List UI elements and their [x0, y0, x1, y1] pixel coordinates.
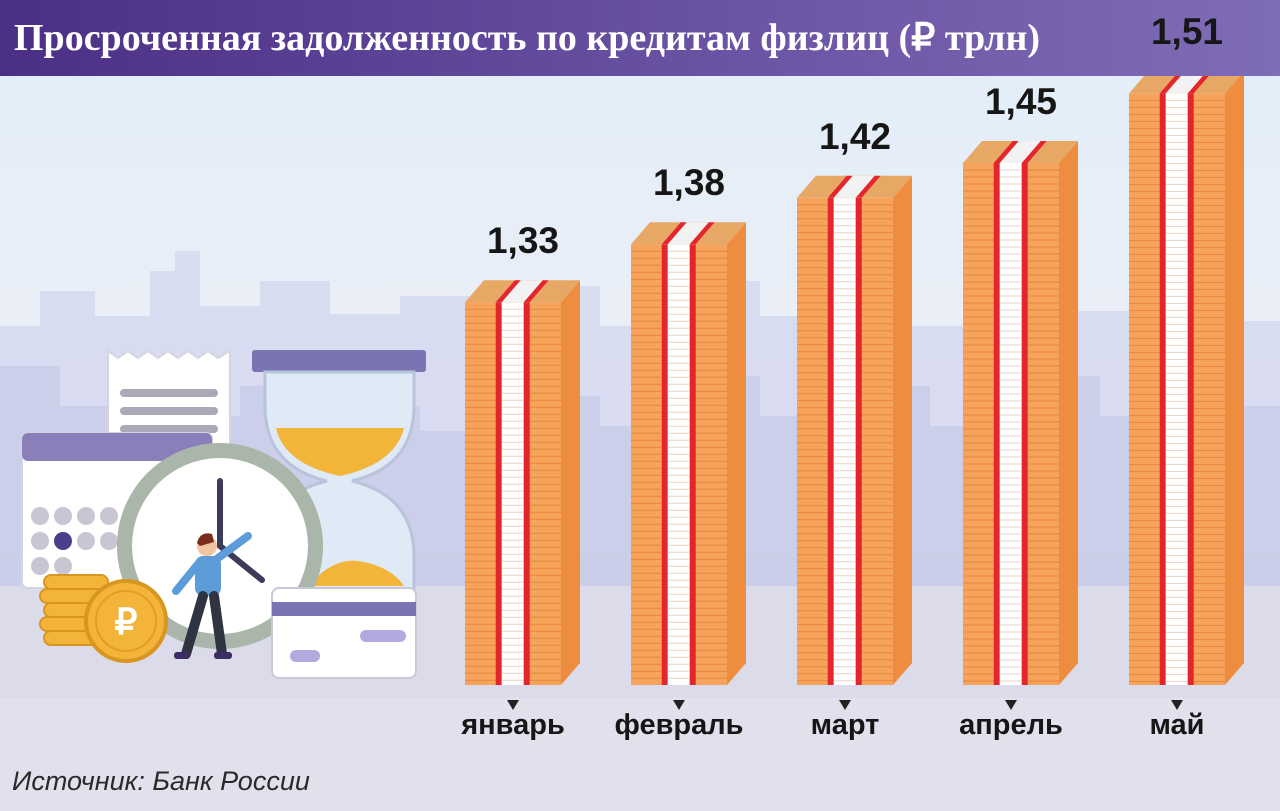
tick-marker: [1171, 700, 1183, 710]
chart-area: ₽: [0, 11, 1280, 811]
category-label: март: [810, 709, 880, 741]
floor-strip: [0, 698, 1280, 811]
bar: [797, 175, 912, 686]
person-icon: [172, 532, 252, 659]
value-label: 1,42: [818, 115, 891, 157]
bar: [1129, 76, 1244, 685]
source-note: Источник: Банк России: [12, 766, 310, 796]
bar: [631, 222, 746, 685]
svg-text:₽: ₽: [115, 601, 138, 642]
category-label: апрель: [959, 709, 1063, 741]
value-label: 1,51: [1150, 11, 1223, 53]
bars-group: [465, 76, 1244, 686]
tick-markers: [507, 700, 1183, 710]
value-label: 1,45: [984, 81, 1057, 122]
illustration: ₽: [21, 349, 426, 679]
ruble-coin-icon: ₽: [84, 579, 168, 663]
bank-card-icon: [271, 587, 417, 679]
value-label: 1,33: [486, 220, 559, 262]
bar: [465, 280, 580, 685]
header-bar: Просроченная задолженность по кредитам ф…: [0, 0, 1280, 76]
chart-title: Просроченная задолженность по кредитам ф…: [14, 17, 1040, 59]
category-label: январь: [461, 709, 565, 741]
category-label: май: [1149, 709, 1205, 741]
tick-marker: [507, 700, 519, 710]
category-label: февраль: [614, 709, 744, 741]
bar: [963, 141, 1078, 685]
value-label: 1,38: [652, 162, 725, 204]
chart-svg: ₽: [0, 76, 1280, 811]
tick-marker: [839, 700, 851, 710]
tick-marker: [1005, 700, 1017, 710]
tick-marker: [673, 700, 685, 710]
